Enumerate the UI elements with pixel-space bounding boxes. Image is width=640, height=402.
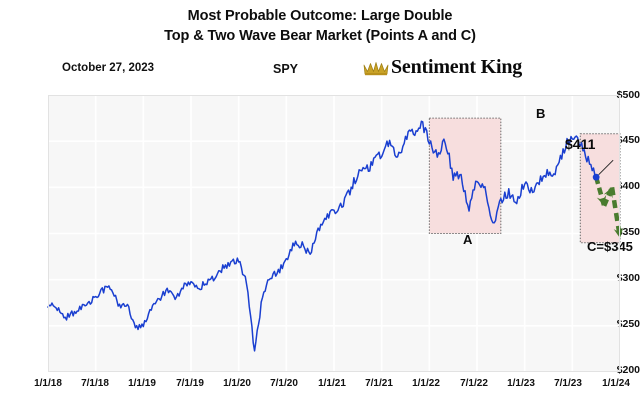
y-tick-200: $200 xyxy=(616,364,640,376)
gridlines xyxy=(48,95,621,372)
y-tick-400: $400 xyxy=(616,180,640,192)
chart-title-line-1: Most Probable Outcome: Large Double xyxy=(187,8,453,24)
y-tick-300: $300 xyxy=(616,272,640,284)
label-point-a: A xyxy=(463,232,473,247)
current-price-pointer-line xyxy=(598,159,614,175)
brand-name: Sentiment King xyxy=(391,56,523,78)
label-current-price: $411 xyxy=(565,136,596,152)
price-line-spy xyxy=(47,120,597,352)
y-tick-450: $450 xyxy=(616,134,640,146)
chart-title-line-2: Top & Two Wave Bear Market (Points A and… xyxy=(164,28,476,44)
y-tick-500: $500 xyxy=(616,89,640,101)
crown-icon xyxy=(363,59,389,76)
x-tick-9: 7/1/22 xyxy=(460,378,488,389)
x-tick-5: 7/1/20 xyxy=(270,378,298,389)
x-tick-8: 1/1/22 xyxy=(412,378,440,389)
x-tick-0: 1/1/18 xyxy=(34,378,62,389)
x-tick-12: 1/1/24 xyxy=(602,378,630,389)
label-point-b: B xyxy=(536,106,546,121)
brand-logo: Sentiment King xyxy=(363,56,522,79)
x-tick-11: 7/1/23 xyxy=(554,378,582,389)
x-tick-6: 1/1/21 xyxy=(318,378,346,389)
label-point-c: C=$345 xyxy=(587,239,633,254)
x-tick-1: 7/1/18 xyxy=(81,378,109,389)
y-tick-250: $250 xyxy=(616,318,640,330)
x-tick-2: 1/1/19 xyxy=(128,378,156,389)
x-tick-7: 7/1/21 xyxy=(365,378,393,389)
current-price-marker xyxy=(592,173,600,181)
ticker-label: SPY xyxy=(273,62,299,76)
x-tick-10: 1/1/23 xyxy=(507,378,535,389)
x-tick-3: 7/1/19 xyxy=(176,378,204,389)
x-tick-4: 1/1/20 xyxy=(223,378,251,389)
forecast-arrows xyxy=(593,176,624,239)
chart-title: Most Probable Outcome: Large Double Top … xyxy=(0,6,640,46)
chart-date-label: October 27, 2023 xyxy=(62,62,155,74)
